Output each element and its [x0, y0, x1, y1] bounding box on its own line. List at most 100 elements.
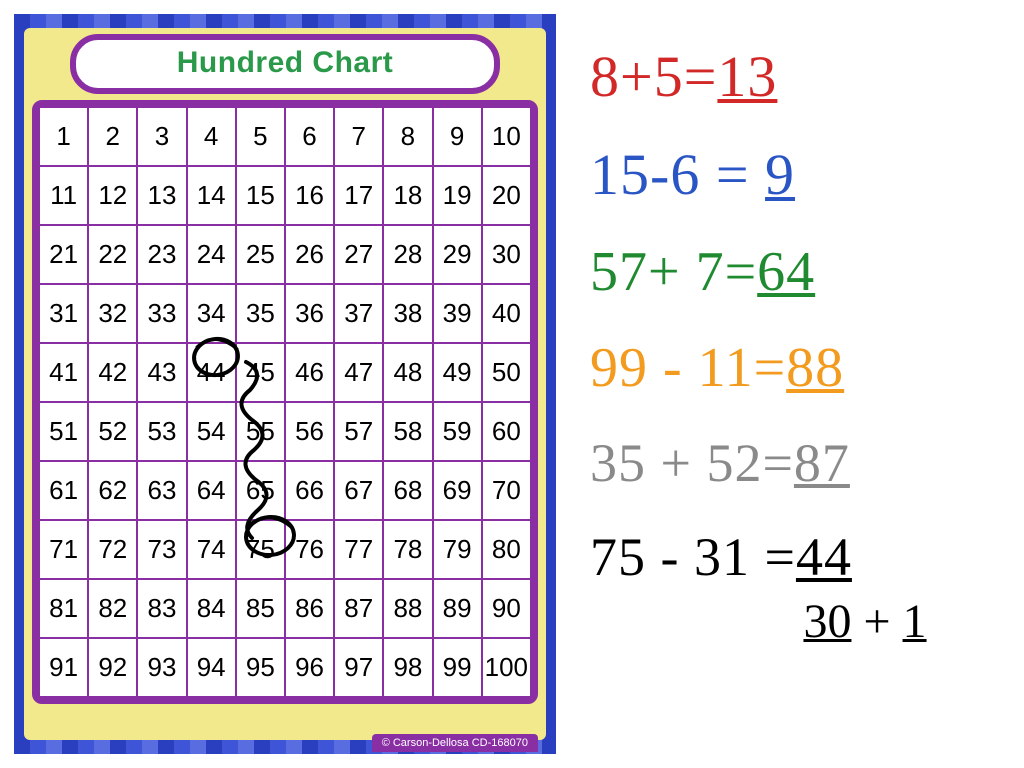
equation-answer: 88	[786, 337, 844, 399]
grid-cell: 35	[236, 284, 285, 343]
hundred-grid-wrap: 1234567891011121314151617181920212223242…	[32, 100, 538, 704]
grid-cell: 2	[88, 107, 137, 166]
grid-cell: 76	[285, 520, 334, 579]
grid-cell: 16	[285, 166, 334, 225]
grid-cell: 81	[39, 579, 88, 638]
grid-cell: 30	[482, 225, 531, 284]
grid-cell: 3	[137, 107, 186, 166]
equation-line: 15-6 = 9	[590, 146, 1010, 204]
equation-lhs: 8+5=	[590, 44, 717, 109]
grid-cell: 92	[88, 638, 137, 697]
grid-cell: 43	[137, 343, 186, 402]
grid-cell: 55	[236, 402, 285, 461]
grid-cell: 75	[236, 520, 285, 579]
grid-cell: 98	[383, 638, 432, 697]
grid-cell: 62	[88, 461, 137, 520]
table-row: 51525354555657585960	[39, 402, 531, 461]
equation-answer: 9	[765, 142, 795, 207]
grid-cell: 50	[482, 343, 531, 402]
grid-cell: 34	[187, 284, 236, 343]
grid-cell: 40	[482, 284, 531, 343]
table-row: 71727374757677787980	[39, 520, 531, 579]
equation-answer: 64	[757, 241, 815, 303]
grid-cell: 64	[187, 461, 236, 520]
grid-cell: 6	[285, 107, 334, 166]
grid-cell: 99	[433, 638, 482, 697]
grid-cell: 18	[383, 166, 432, 225]
grid-cell: 49	[433, 343, 482, 402]
grid-cell: 97	[334, 638, 383, 697]
grid-cell: 33	[137, 284, 186, 343]
grid-cell: 37	[334, 284, 383, 343]
table-row: 919293949596979899100	[39, 638, 531, 697]
equation-lhs: 15-6 =	[590, 142, 765, 207]
table-row: 41424344454647484950	[39, 343, 531, 402]
equation-subnote: 30 + 1	[720, 594, 1010, 649]
grid-cell: 78	[383, 520, 432, 579]
grid-cell: 10	[482, 107, 531, 166]
equation-answer: 87	[794, 433, 850, 493]
grid-cell: 54	[187, 402, 236, 461]
grid-cell: 77	[334, 520, 383, 579]
grid-cell: 31	[39, 284, 88, 343]
equation-lhs: 75 - 31 =	[590, 527, 796, 587]
grid-cell: 91	[39, 638, 88, 697]
grid-cell: 36	[285, 284, 334, 343]
grid-cell: 96	[285, 638, 334, 697]
grid-cell: 88	[383, 579, 432, 638]
grid-cell: 100	[482, 638, 531, 697]
grid-cell: 44	[187, 343, 236, 402]
grid-cell: 27	[334, 225, 383, 284]
equations-panel: 8+5=13 15-6 = 9 57+ 7=64 99 - 11=88 35 + 52=…	[590, 48, 1010, 649]
grid-cell: 74	[187, 520, 236, 579]
equation-answer: 44	[796, 527, 852, 587]
grid-cell: 80	[482, 520, 531, 579]
hundred-chart-card: Hundred Chart 12345678910111213141516171…	[14, 14, 556, 754]
grid-cell: 1	[39, 107, 88, 166]
grid-cell: 22	[88, 225, 137, 284]
grid-cell: 14	[187, 166, 236, 225]
grid-cell: 87	[334, 579, 383, 638]
grid-cell: 68	[383, 461, 432, 520]
grid-cell: 93	[137, 638, 186, 697]
equation-lhs: 35 + 52=	[590, 433, 794, 493]
grid-cell: 29	[433, 225, 482, 284]
grid-cell: 41	[39, 343, 88, 402]
grid-cell: 84	[187, 579, 236, 638]
grid-cell: 42	[88, 343, 137, 402]
grid-cell: 4	[187, 107, 236, 166]
grid-cell: 21	[39, 225, 88, 284]
grid-cell: 82	[88, 579, 137, 638]
grid-cell: 8	[383, 107, 432, 166]
equation-line: 99 - 11=88	[590, 340, 1010, 396]
table-row: 11121314151617181920	[39, 166, 531, 225]
grid-cell: 25	[236, 225, 285, 284]
equation-answer: 13	[717, 44, 777, 109]
grid-cell: 71	[39, 520, 88, 579]
grid-cell: 51	[39, 402, 88, 461]
grid-cell: 17	[334, 166, 383, 225]
grid-cell: 56	[285, 402, 334, 461]
grid-cell: 85	[236, 579, 285, 638]
table-row: 21222324252627282930	[39, 225, 531, 284]
grid-cell: 83	[137, 579, 186, 638]
grid-cell: 95	[236, 638, 285, 697]
grid-cell: 94	[187, 638, 236, 697]
equation-line: 8+5=13	[590, 48, 1010, 106]
chart-title-pill: Hundred Chart	[70, 34, 500, 94]
grid-cell: 48	[383, 343, 432, 402]
equation-line: 57+ 7=64	[590, 244, 1010, 300]
grid-cell: 63	[137, 461, 186, 520]
grid-cell: 9	[433, 107, 482, 166]
grid-cell: 65	[236, 461, 285, 520]
grid-cell: 19	[433, 166, 482, 225]
grid-cell: 45	[236, 343, 285, 402]
grid-cell: 72	[88, 520, 137, 579]
subnote-plus: +	[851, 595, 902, 648]
grid-cell: 58	[383, 402, 432, 461]
grid-cell: 12	[88, 166, 137, 225]
equation-lhs: 99 - 11=	[590, 337, 786, 399]
table-row: 81828384858687888990	[39, 579, 531, 638]
grid-cell: 15	[236, 166, 285, 225]
grid-cell: 46	[285, 343, 334, 402]
